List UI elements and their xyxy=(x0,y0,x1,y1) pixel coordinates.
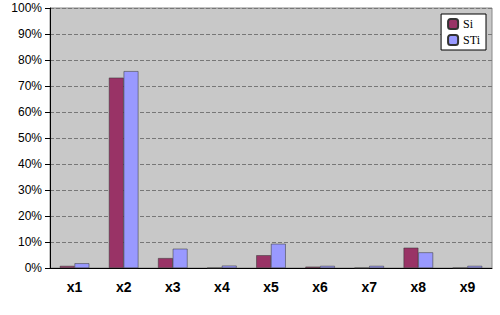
svg-text:x9: x9 xyxy=(460,279,476,295)
svg-text:x2: x2 xyxy=(116,279,132,295)
svg-text:x7: x7 xyxy=(361,279,377,295)
svg-text:x6: x6 xyxy=(312,279,328,295)
svg-text:x4: x4 xyxy=(214,279,230,295)
svg-text:STi: STi xyxy=(463,33,481,47)
svg-text:0%: 0% xyxy=(25,261,43,275)
svg-text:x8: x8 xyxy=(411,279,427,295)
svg-text:50%: 50% xyxy=(18,131,42,145)
svg-text:80%: 80% xyxy=(18,53,42,67)
svg-text:10%: 10% xyxy=(18,235,42,249)
svg-text:60%: 60% xyxy=(18,105,42,119)
svg-text:x3: x3 xyxy=(165,279,181,295)
svg-text:20%: 20% xyxy=(18,209,42,223)
svg-text:90%: 90% xyxy=(18,27,42,41)
svg-text:Si: Si xyxy=(463,17,474,31)
svg-text:30%: 30% xyxy=(18,183,42,197)
svg-text:70%: 70% xyxy=(18,79,42,93)
svg-text:x1: x1 xyxy=(67,279,83,295)
svg-text:40%: 40% xyxy=(18,157,42,171)
svg-text:x5: x5 xyxy=(263,279,279,295)
svg-text:100%: 100% xyxy=(11,1,42,15)
